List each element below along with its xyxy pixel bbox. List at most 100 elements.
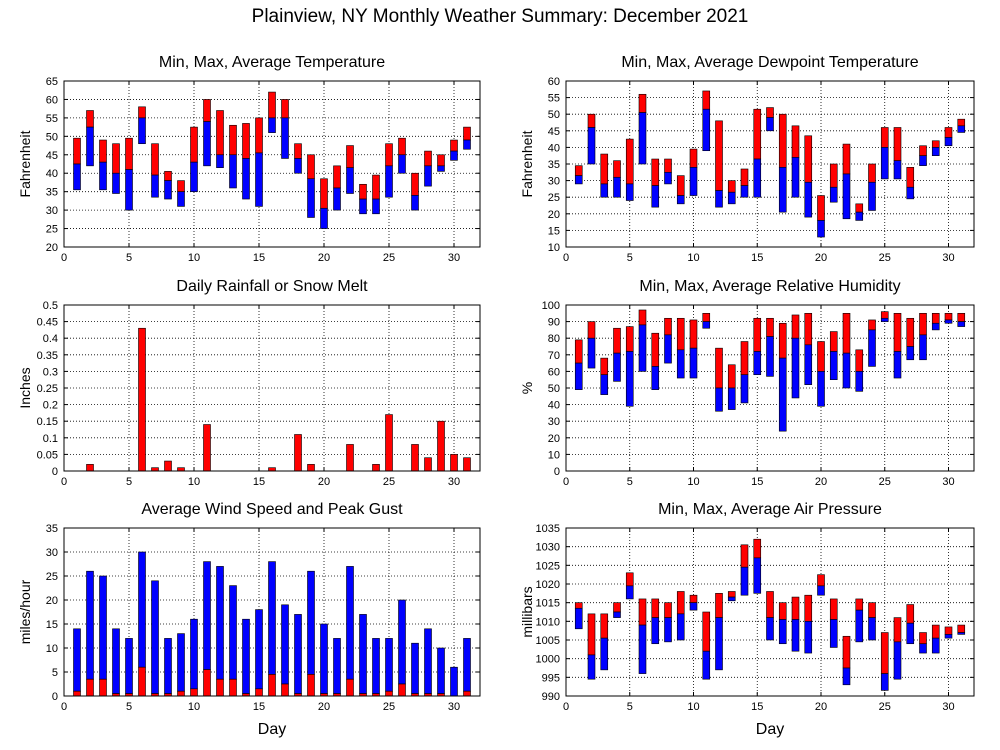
bar-rain-day-27 <box>411 444 419 472</box>
bar-max-day-10 <box>190 126 198 163</box>
bar-max-day-6 <box>638 598 647 626</box>
bar-max-day-31 <box>957 624 966 633</box>
bar-max-day-10 <box>689 319 698 349</box>
bar-rain-day-19 <box>307 464 315 472</box>
bar-min-day-20 <box>817 585 825 596</box>
bar-avg-day-26 <box>398 683 406 697</box>
y-tick-label: 1030 <box>536 542 560 554</box>
bar-max-day-6 <box>638 309 647 326</box>
plot-frame <box>565 527 975 697</box>
bar-max-day-10 <box>689 148 698 168</box>
bar-max-day-4 <box>613 602 621 613</box>
bar-rain-day-11 <box>203 424 211 472</box>
x-tick-label: 10 <box>687 701 699 713</box>
bar-gust-day-19 <box>307 570 315 675</box>
bar-max-day-1 <box>574 339 583 364</box>
bar-max-day-9 <box>676 317 685 351</box>
bar-gust-day-22 <box>346 566 354 680</box>
bar-min-day-16 <box>766 617 774 641</box>
bar-min-day-23 <box>855 371 864 392</box>
bar-min-day-25 <box>880 147 889 180</box>
x-tick-label: 5 <box>627 701 633 713</box>
bar-max-day-5 <box>625 572 634 587</box>
bar-gust-day-30 <box>450 666 458 697</box>
chart-pressure: Min, Max, Average Air Pressure 990 995 1000… <box>519 501 975 738</box>
bar-max-day-17 <box>778 602 787 620</box>
bar-max-day-9 <box>177 180 185 192</box>
bar-max-day-28 <box>424 150 432 167</box>
bars <box>86 327 471 472</box>
y-tick-label: 1005 <box>536 635 560 647</box>
bar-avg-day-9 <box>177 690 185 697</box>
bar-max-day-27 <box>906 167 915 188</box>
bar-max-day-21 <box>829 598 838 620</box>
bar-avg-day-10 <box>190 688 198 697</box>
y-tick-label: 0 <box>52 691 58 703</box>
bar-min-day-21 <box>829 351 838 381</box>
y-tick-label: 0.3 <box>43 366 58 378</box>
y-tick-label: 20 <box>548 209 560 221</box>
bar-gust-day-9 <box>177 633 185 692</box>
bar-min-day-24 <box>868 329 876 367</box>
x-axis-label: Day <box>258 721 286 738</box>
bar-min-day-24 <box>868 617 876 641</box>
bar-max-day-26 <box>893 127 902 161</box>
bar-min-day-22 <box>842 667 851 686</box>
x-tick-label: 30 <box>448 476 460 488</box>
bar-max-day-5 <box>625 326 634 352</box>
bar-max-day-17 <box>281 99 289 119</box>
chart-temperature: Min, Max, Average Temperature 20 25 30 35 40 4… <box>17 54 481 264</box>
y-tick-label: 45 <box>548 126 560 138</box>
bar-min-day-30 <box>450 150 458 161</box>
x-tick-label: 0 <box>61 701 67 713</box>
bar-max-day-18 <box>294 143 302 159</box>
bar-min-day-7 <box>151 174 159 198</box>
bar-rain-day-18 <box>294 434 302 472</box>
bar-avg-day-11 <box>203 669 211 697</box>
bar-max-day-21 <box>829 331 838 352</box>
bar-min-day-14 <box>242 158 250 200</box>
x-tick-label: 10 <box>188 252 200 264</box>
bar-max-day-23 <box>855 349 864 372</box>
bar-max-day-23 <box>855 203 864 213</box>
bar-min-day-9 <box>676 349 685 379</box>
x-tick-label: 10 <box>188 476 200 488</box>
bar-min-day-29 <box>931 147 940 156</box>
y-tick-label: 0 <box>554 466 560 478</box>
bar-max-day-22 <box>346 145 354 168</box>
bar-min-day-6 <box>638 624 647 674</box>
bar-min-day-18 <box>294 158 302 174</box>
bar-gust-day-21 <box>333 638 341 694</box>
y-tick-label: 0.4 <box>43 333 58 345</box>
bar-max-day-13 <box>727 364 736 389</box>
bar-min-day-8 <box>164 180 172 200</box>
bar-max-day-4 <box>613 327 621 354</box>
x-tick-label: 20 <box>318 701 330 713</box>
bar-max-day-11 <box>702 312 711 322</box>
bar-max-day-24 <box>868 319 876 331</box>
bar-min-day-25 <box>880 673 889 691</box>
y-tick-label: 55 <box>548 93 560 105</box>
bar-min-day-4 <box>112 172 120 194</box>
y-tick-label: 25 <box>46 224 58 236</box>
bar-min-day-27 <box>411 195 419 211</box>
bar-min-day-18 <box>791 337 800 399</box>
bar-max-day-12 <box>715 347 723 389</box>
bar-max-day-28 <box>919 632 927 645</box>
bar-rain-day-6 <box>138 327 146 472</box>
bar-gust-day-16 <box>268 561 276 675</box>
bar-min-day-16 <box>766 336 774 377</box>
bar-max-day-1 <box>574 602 583 609</box>
bars <box>574 90 966 238</box>
bar-min-day-5 <box>625 183 634 201</box>
bar-max-day-2 <box>587 613 596 656</box>
y-tick-label: 70 <box>548 350 560 362</box>
bar-min-day-31 <box>957 632 966 635</box>
bar-min-day-17 <box>778 357 787 432</box>
bar-avg-day-2 <box>86 678 94 697</box>
bar-max-day-15 <box>753 108 762 160</box>
y-tick-label: 0.35 <box>37 350 58 362</box>
bar-min-day-10 <box>689 347 698 379</box>
bar-min-day-3 <box>600 183 609 198</box>
bar-gust-day-10 <box>190 618 198 690</box>
